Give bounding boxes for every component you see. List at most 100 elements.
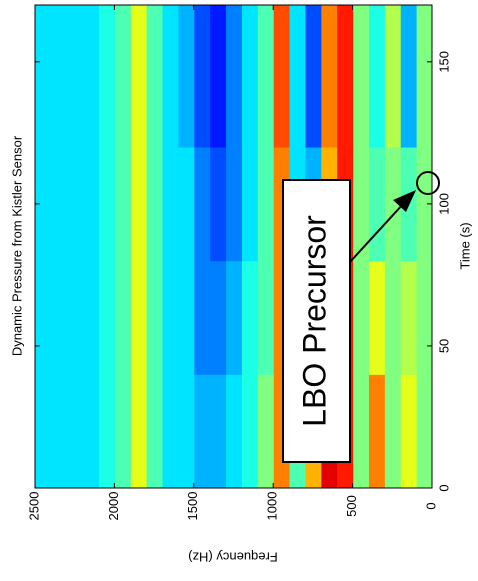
heatmap-cell — [130, 374, 147, 489]
heatmap-cell — [193, 5, 211, 148]
heatmap-cell — [304, 5, 322, 148]
heatmap-cell — [352, 5, 369, 148]
heatmap-cell — [273, 5, 290, 148]
heatmap-cell — [162, 260, 179, 375]
heatmap-cell — [384, 5, 401, 148]
y-tick-label: 0 — [423, 502, 438, 509]
chart-title: Dynamic Pressure from Kistler Sensor — [9, 135, 24, 356]
heatmap-cell — [368, 147, 385, 262]
heatmap-cell — [241, 5, 258, 148]
y-axis-label: Frequency (Hz) — [188, 550, 278, 565]
heatmap-cell — [162, 5, 179, 148]
heatmap-cell — [146, 147, 163, 262]
heatmap-cell — [225, 5, 242, 148]
heatmap-cell — [257, 5, 274, 148]
plot-frame — [34, 4, 433, 489]
heatmap-cell — [162, 374, 179, 489]
heatmap-cell — [114, 374, 131, 489]
heatmap-cell — [416, 260, 433, 375]
heatmap-cell — [66, 147, 84, 262]
heatmap-cell — [400, 5, 417, 148]
heatmap-cell — [209, 5, 227, 148]
x-tick-label: 100 — [436, 193, 451, 215]
heatmap — [35, 5, 433, 489]
heatmap-cell — [50, 260, 68, 375]
heatmap-cell — [66, 374, 84, 489]
heatmap-cell — [352, 260, 369, 375]
heatmap-cell — [193, 260, 211, 375]
heatmap-cell — [114, 260, 131, 375]
heatmap-cell — [368, 5, 385, 148]
heatmap-cell — [257, 147, 274, 262]
heatmap-cell — [209, 374, 227, 489]
heatmap-cell — [257, 374, 274, 489]
heatmap-cell — [66, 260, 84, 375]
heatmap-cell — [193, 147, 211, 262]
heatmap-cell — [336, 5, 354, 148]
heatmap-cell — [50, 147, 68, 262]
heatmap-cell — [384, 374, 401, 489]
heatmap-cell — [352, 147, 369, 262]
heatmap-cell — [177, 147, 195, 262]
heatmap-cell — [35, 374, 52, 489]
heatmap-cell — [146, 5, 163, 148]
heatmap-cell — [146, 260, 163, 375]
x-tick-label: 0 — [436, 484, 451, 491]
heatmap-cell — [193, 374, 211, 489]
heatmap-cell — [209, 260, 227, 375]
annotation-box — [282, 179, 351, 463]
heatmap-cell — [162, 147, 179, 262]
heatmap-cell — [82, 374, 100, 489]
heatmap-cell — [257, 260, 274, 375]
y-tick-label: 2000 — [106, 492, 121, 521]
heatmap-cell — [320, 5, 338, 148]
heatmap-cell — [384, 147, 401, 262]
heatmap-cell — [416, 5, 433, 148]
heatmap-cell — [177, 374, 195, 489]
x-axis-label: Time (s) — [457, 222, 472, 269]
y-tick-label: 1500 — [185, 492, 200, 521]
heatmap-cell — [368, 260, 385, 375]
heatmap-cell — [241, 374, 258, 489]
heatmap-cell — [130, 5, 147, 148]
heatmap-cell — [130, 147, 147, 262]
heatmap-cell — [66, 5, 84, 148]
heatmap-cell — [114, 147, 131, 262]
heatmap-cell — [225, 147, 242, 262]
heatmap-cell — [368, 374, 385, 489]
heatmap-cell — [50, 5, 68, 148]
heatmap-cell — [130, 260, 147, 375]
heatmap-cell — [82, 260, 100, 375]
heatmap-cell — [352, 374, 369, 489]
heatmap-cell — [98, 147, 115, 262]
heatmap-cell — [82, 5, 100, 148]
heatmap-cell — [384, 260, 401, 375]
heatmap-cell — [98, 374, 115, 489]
heatmap-cell — [35, 147, 52, 262]
y-tick-label: 1000 — [265, 492, 280, 521]
arrow-head — [393, 190, 416, 212]
x-tick-label: 50 — [436, 339, 451, 353]
heatmap-cell — [98, 260, 115, 375]
highlight-circle — [416, 171, 440, 195]
heatmap-cell — [177, 5, 195, 148]
annotation-arrow — [349, 202, 405, 263]
heatmap-cell — [146, 374, 163, 489]
heatmap-cell — [400, 260, 417, 375]
heatmap-cell — [225, 260, 242, 375]
y-tick-label: 500 — [344, 495, 359, 517]
heatmap-cell — [114, 5, 131, 148]
heatmap-cell — [177, 260, 195, 375]
heatmap-cell — [241, 147, 258, 262]
heatmap-cell — [35, 260, 52, 375]
annotation-text: LBO Precursor — [296, 215, 332, 427]
heatmap-cell — [35, 5, 52, 148]
heatmap-cell — [82, 147, 100, 262]
y-tick-label: 2500 — [26, 492, 41, 521]
heatmap-cell — [50, 374, 68, 489]
x-tick-label: 150 — [436, 51, 451, 73]
heatmap-cell — [98, 5, 115, 148]
heatmap-cell — [209, 147, 227, 262]
heatmap-cell — [241, 260, 258, 375]
